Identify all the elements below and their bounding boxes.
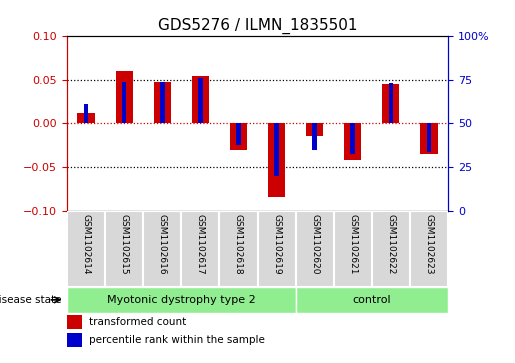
Bar xyxy=(382,84,400,123)
Text: GSM1102619: GSM1102619 xyxy=(272,214,281,275)
Bar xyxy=(344,123,362,160)
Bar xyxy=(115,71,133,123)
Text: GSM1102615: GSM1102615 xyxy=(119,214,129,275)
Bar xyxy=(306,123,323,136)
Bar xyxy=(313,123,317,150)
Bar xyxy=(181,211,219,287)
Bar xyxy=(236,123,241,145)
Bar xyxy=(230,123,247,150)
Text: transformed count: transformed count xyxy=(89,317,186,327)
Bar xyxy=(372,211,410,287)
Text: percentile rank within the sample: percentile rank within the sample xyxy=(89,335,265,345)
Bar xyxy=(67,287,296,313)
Bar xyxy=(67,333,81,347)
Bar xyxy=(198,78,202,123)
Text: disease state: disease state xyxy=(0,295,62,305)
Text: GSM1102622: GSM1102622 xyxy=(386,214,396,275)
Text: GSM1102620: GSM1102620 xyxy=(310,214,319,275)
Bar xyxy=(67,211,105,287)
Bar xyxy=(427,123,431,152)
Text: control: control xyxy=(352,295,391,305)
Text: GSM1102621: GSM1102621 xyxy=(348,214,357,275)
Text: Myotonic dystrophy type 2: Myotonic dystrophy type 2 xyxy=(107,295,255,305)
Bar xyxy=(153,82,171,123)
Bar xyxy=(160,82,164,123)
Bar xyxy=(420,123,438,154)
Bar xyxy=(274,123,279,176)
Text: GSM1102618: GSM1102618 xyxy=(234,214,243,275)
Text: GSM1102623: GSM1102623 xyxy=(424,214,434,275)
Bar xyxy=(296,211,334,287)
Bar xyxy=(334,211,372,287)
Bar xyxy=(143,211,181,287)
Bar xyxy=(351,123,355,154)
Bar xyxy=(296,287,448,313)
Bar xyxy=(219,211,258,287)
Bar xyxy=(77,113,95,123)
Text: GSM1102616: GSM1102616 xyxy=(158,214,167,275)
Bar xyxy=(410,211,448,287)
Title: GDS5276 / ILMN_1835501: GDS5276 / ILMN_1835501 xyxy=(158,17,357,33)
Bar xyxy=(268,123,285,197)
Bar xyxy=(84,104,88,123)
Bar xyxy=(389,83,393,123)
Text: GSM1102614: GSM1102614 xyxy=(81,214,91,275)
Bar xyxy=(192,76,209,123)
Bar xyxy=(67,315,81,329)
Bar xyxy=(122,82,126,123)
Bar xyxy=(258,211,296,287)
Bar xyxy=(105,211,143,287)
Text: GSM1102617: GSM1102617 xyxy=(196,214,205,275)
